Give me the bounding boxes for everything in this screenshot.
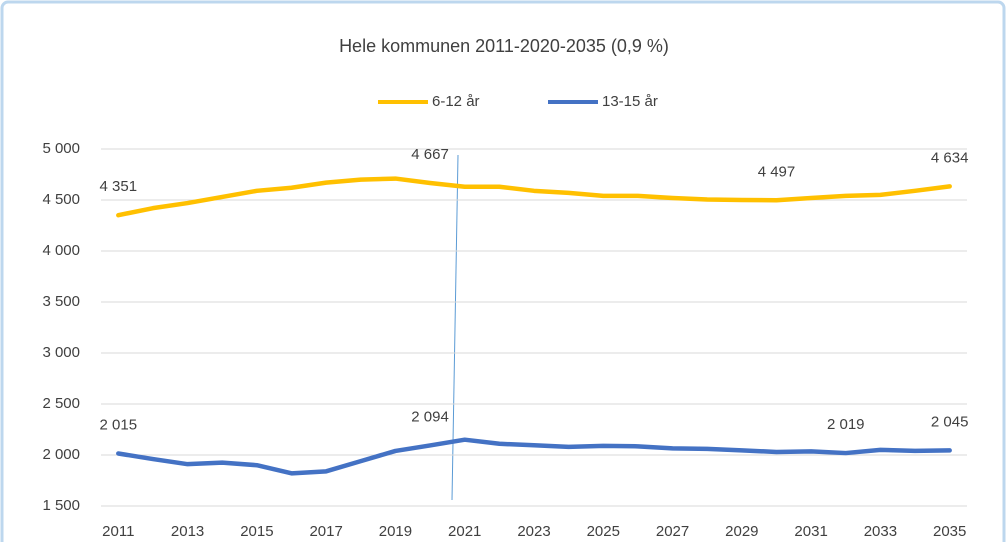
legend-label: 6-12 år [432, 93, 480, 110]
data-label: 2 094 [411, 408, 449, 425]
y-tick-label: 2 500 [42, 395, 80, 412]
y-tick-label: 1 500 [42, 497, 80, 514]
y-tick-label: 3 000 [42, 344, 80, 361]
data-label: 2 019 [827, 416, 865, 433]
x-tick-label: 2015 [240, 523, 273, 540]
x-tick-label: 2021 [448, 523, 481, 540]
x-tick-label: 2027 [656, 523, 689, 540]
y-tick-label: 2 000 [42, 446, 80, 463]
data-label: 4 634 [931, 149, 969, 166]
x-tick-label: 2033 [864, 523, 897, 540]
chart-title: Hele kommunen 2011-2020-2035 (0,9 %) [339, 36, 669, 56]
data-label: 2 045 [931, 413, 969, 430]
data-label: 2 015 [100, 416, 138, 433]
y-tick-label: 4 000 [42, 242, 80, 259]
data-label: 4 497 [758, 163, 796, 180]
x-tick-label: 2011 [102, 523, 134, 540]
x-tick-label: 2025 [587, 523, 620, 540]
data-label: 4 351 [100, 178, 138, 195]
series-line [116, 176, 952, 218]
legend: 6-12 år 13-15 år [378, 93, 658, 110]
x-tick-label: 2023 [517, 523, 550, 540]
data-label: 4 667 [411, 146, 449, 163]
x-tick-label: 2013 [171, 523, 204, 540]
y-tick-label: 4 500 [42, 191, 80, 208]
series-line [116, 437, 952, 476]
y-tick-label: 3 500 [42, 293, 80, 310]
x-tick-label: 2035 [933, 523, 966, 540]
x-tick-label: 2017 [309, 523, 342, 540]
legend-label: 13-15 år [602, 93, 658, 110]
y-tick-label: 5 000 [42, 140, 80, 157]
x-tick-label: 2031 [794, 523, 827, 540]
x-tick-label: 2029 [725, 523, 758, 540]
x-tick-label: 2019 [379, 523, 412, 540]
